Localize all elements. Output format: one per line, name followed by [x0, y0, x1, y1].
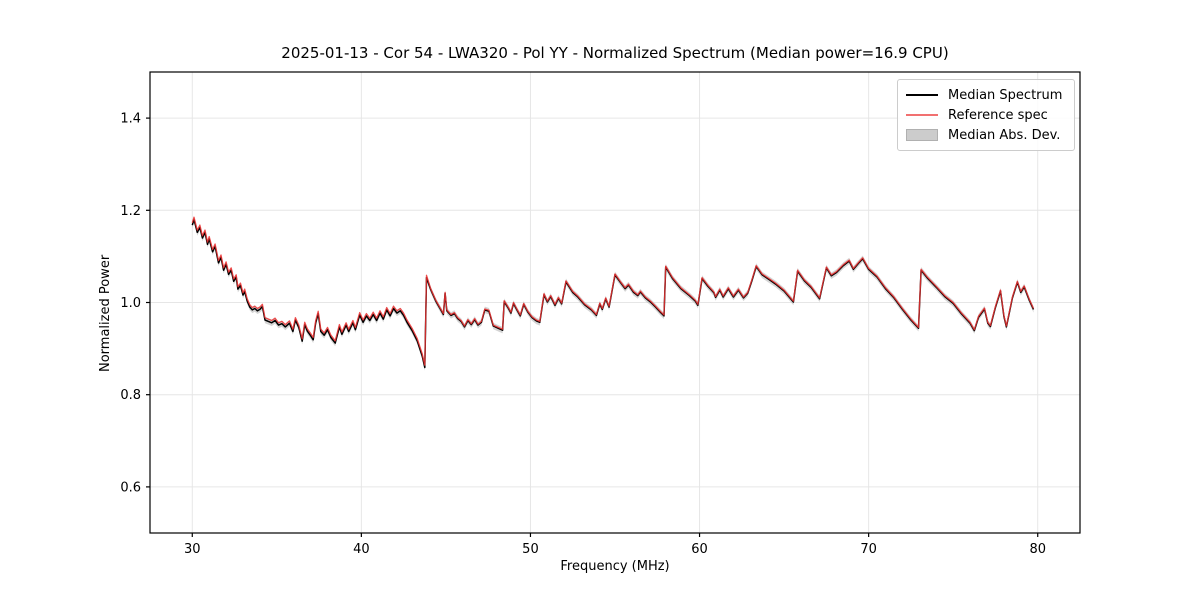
legend-label: Reference spec — [948, 107, 1048, 123]
series-layer — [191, 216, 1035, 371]
chart-title: 2025-01-13 - Cor 54 - LWA320 - Pol YY - … — [281, 44, 949, 62]
legend-item-median-abs-dev: Median Abs. Dev. — [906, 125, 1066, 145]
x-tick-label: 70 — [860, 542, 877, 557]
legend-label: Median Abs. Dev. — [948, 127, 1061, 143]
median-line-swatch — [906, 94, 938, 96]
x-tick-label: 60 — [691, 542, 708, 557]
legend-label: Median Spectrum — [948, 87, 1063, 103]
x-tick-label: 80 — [1029, 542, 1046, 557]
x-tick-label: 30 — [184, 542, 201, 557]
y-tick-label: 1.4 — [120, 112, 141, 127]
y-tick-label: 0.8 — [120, 388, 141, 403]
tick-labels: 30 40 50 60 70 80 0.6 0.8 1.0 1.2 1.4 — [120, 112, 1046, 557]
legend-item-reference-spec: Reference spec — [906, 105, 1066, 125]
x-tick-label: 50 — [522, 542, 539, 557]
x-axis-label: Frequency (MHz) — [560, 559, 670, 574]
y-tick-label: 1.2 — [120, 204, 141, 219]
mad-band — [192, 216, 1034, 371]
tick-marks — [146, 117, 1039, 537]
x-tick-label: 40 — [353, 542, 370, 557]
reference-spec-line — [191, 216, 1035, 366]
legend: Median Spectrum Reference spec Median Ab… — [897, 79, 1075, 151]
median-spectrum-line — [191, 218, 1035, 369]
y-tick-label: 0.6 — [120, 480, 141, 495]
mad-patch-swatch — [906, 129, 938, 141]
legend-item-median-spectrum: Median Spectrum — [906, 85, 1066, 105]
reference-line-swatch — [906, 114, 938, 116]
y-axis-label: Normalized Power — [98, 254, 113, 372]
y-tick-label: 1.0 — [120, 296, 141, 311]
